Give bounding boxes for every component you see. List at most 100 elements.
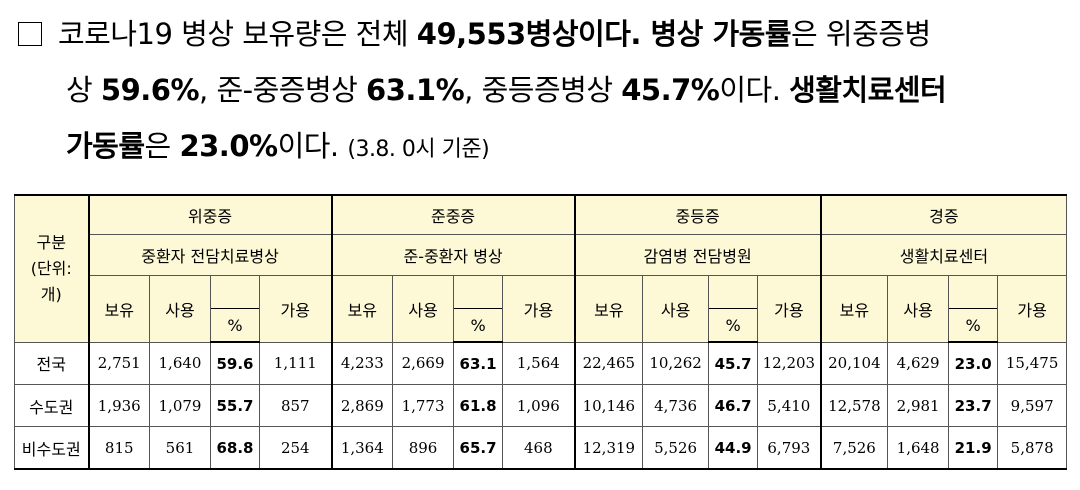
available-beds-cell: 5,410 <box>757 384 822 427</box>
row-header-cell: 구분 (단위: 개) <box>14 194 89 343</box>
owned-beds-cell: 20,104 <box>819 341 889 385</box>
used-beds-cell: 1,640 <box>149 341 211 385</box>
available-beds-cell: 5,878 <box>997 426 1068 470</box>
summary-text: 코로나19 병상 보유량은 전체 <box>58 17 417 51</box>
summary-text: 은 위중증병 <box>791 17 931 51</box>
occupancy-rate-cell: 65.7 <box>453 426 504 470</box>
occupancy-rate-cell: 63.1 <box>453 341 504 385</box>
owned-beds-cell: 815 <box>87 426 150 470</box>
table-header: 구분 (단위: 개) 위중증 준중증 중등증 경증 중환자 전담치료병상 준-중환자 병상 감염병… <box>14 194 1068 343</box>
owned-beds-cell: 12,578 <box>819 384 889 427</box>
available-beds-cell: 15,475 <box>997 341 1068 385</box>
column-header-pct: % <box>453 308 504 343</box>
column-header-pct-spacer <box>453 275 504 309</box>
column-header-pct-spacer <box>948 275 999 309</box>
used-beds-cell: 561 <box>149 426 211 470</box>
available-beds-cell: 1,096 <box>502 384 576 427</box>
owned-beds-cell: 1,364 <box>330 426 394 470</box>
treatment-center-rate: 23.0% <box>179 129 278 163</box>
column-header-used: 사용 <box>887 275 950 343</box>
used-beds-cell: 4,736 <box>642 384 710 427</box>
semi-critical-rate: 63.1% <box>366 73 465 107</box>
available-beds-cell: 9,597 <box>997 384 1068 427</box>
row-header-text: 개) <box>40 284 62 304</box>
summary-text: , 중등증병상 <box>464 73 622 107</box>
used-beds-cell: 10,262 <box>642 341 710 385</box>
occupancy-rate-cell: 68.8 <box>210 426 260 470</box>
occupancy-rate-cell: 23.0 <box>948 341 999 385</box>
occupancy-rate-cell: 45.7 <box>708 341 759 385</box>
used-beds-cell: 1,773 <box>392 384 455 427</box>
summary-text: 이다. <box>277 129 348 163</box>
table-row: 전국 2,751 1,640 59.6 1,111 4,233 2,669 63.1 1,564… <box>14 341 1068 385</box>
owned-beds-cell: 1,936 <box>87 384 150 427</box>
available-beds-cell: 6,793 <box>757 426 822 470</box>
summary-paragraph: 코로나19 병상 보유량은 전체 49,553병상이다. 병상 가동률은 위중증… <box>18 6 1068 178</box>
column-header-own: 보유 <box>573 275 644 343</box>
column-header-own: 보유 <box>87 275 150 343</box>
occupancy-rate-cell: 55.7 <box>210 384 260 427</box>
used-beds-cell: 896 <box>392 426 455 470</box>
group-name-header: 중등증 <box>573 194 822 235</box>
summary-line-1: 코로나19 병상 보유량은 전체 49,553병상이다. 병상 가동률은 위중증… <box>18 6 1068 62</box>
column-header-pct-spacer <box>708 275 759 309</box>
summary-text: 상 <box>66 73 101 107</box>
column-header-pct: % <box>708 308 759 343</box>
group-name-header: 위중증 <box>87 194 333 235</box>
column-header-available: 가용 <box>997 275 1068 343</box>
column-header-pct-spacer <box>210 275 260 309</box>
occupancy-rate-cell: 61.8 <box>453 384 504 427</box>
summary-line-2: 상 59.6%, 준-중증병상 63.1%, 중등증병상 45.7%이다. 생활… <box>18 62 1068 118</box>
table-body: 전국 2,751 1,640 59.6 1,111 4,233 2,669 63.1 1,564… <box>14 341 1068 470</box>
summary-bold-text: 가동률 <box>66 129 145 163</box>
used-beds-cell: 1,079 <box>149 384 211 427</box>
used-beds-cell: 4,629 <box>887 341 950 385</box>
table-row: 수도권 1,936 1,079 55.7 857 2,869 1,773 61.8 1,096 1… <box>14 384 1068 427</box>
used-beds-cell: 2,981 <box>887 384 950 427</box>
moderate-rate: 45.7% <box>621 73 720 107</box>
owned-beds-cell: 7,526 <box>819 426 889 470</box>
region-cell: 전국 <box>14 341 89 385</box>
treatment-center-label: 생활치료센터 <box>789 73 947 107</box>
column-header-pct: % <box>948 308 999 343</box>
used-beds-cell: 2,669 <box>392 341 455 385</box>
table-row: 비수도권 815 561 68.8 254 1,364 896 65.7 468 12,319 5,… <box>14 426 1068 470</box>
owned-beds-cell: 2,869 <box>330 384 394 427</box>
available-beds-cell: 1,564 <box>502 341 576 385</box>
used-beds-cell: 1,648 <box>887 426 950 470</box>
summary-bold-text: 49,553병상이다. 병상 가동률 <box>416 17 792 51</box>
occupancy-rate-cell: 21.9 <box>948 426 999 470</box>
column-header-own: 보유 <box>819 275 889 343</box>
facility-type-header: 준-중환자 병상 <box>330 234 576 276</box>
group-name-header: 경증 <box>819 194 1068 235</box>
owned-beds-cell: 22,465 <box>573 341 644 385</box>
owned-beds-cell: 2,751 <box>87 341 150 385</box>
column-header-used: 사용 <box>392 275 455 343</box>
critical-rate: 59.6% <box>100 73 200 107</box>
facility-type-header: 생활치료센터 <box>819 234 1068 276</box>
occupancy-rate-cell: 23.7 <box>948 384 999 427</box>
occupancy-rate-cell: 44.9 <box>708 426 759 470</box>
group-name-header: 준중증 <box>330 194 576 235</box>
occupancy-rate-cell: 46.7 <box>708 384 759 427</box>
available-beds-cell: 254 <box>258 426 333 470</box>
available-beds-cell: 857 <box>258 384 333 427</box>
row-header-text: (단위: <box>30 258 72 278</box>
summary-text: , 준-중증병상 <box>199 73 367 107</box>
column-header-available: 가용 <box>502 275 576 343</box>
owned-beds-cell: 4,233 <box>330 341 394 385</box>
facility-type-header: 중환자 전담치료병상 <box>87 234 333 276</box>
summary-text: 이다. <box>719 73 790 107</box>
used-beds-cell: 5,526 <box>642 426 710 470</box>
column-header-own: 보유 <box>330 275 394 343</box>
square-bullet-icon <box>18 22 42 46</box>
column-header-pct: % <box>210 308 260 343</box>
summary-text: 은 <box>144 129 180 163</box>
owned-beds-cell: 12,319 <box>573 426 644 470</box>
column-header-used: 사용 <box>149 275 211 343</box>
column-header-available: 가용 <box>757 275 822 343</box>
region-cell: 비수도권 <box>14 426 89 470</box>
row-header-text: 구분 <box>36 232 66 252</box>
summary-line-3: 가동률은 23.0%이다. (3.8. 0시 기준) <box>18 118 1068 178</box>
available-beds-cell: 1,111 <box>258 341 333 385</box>
